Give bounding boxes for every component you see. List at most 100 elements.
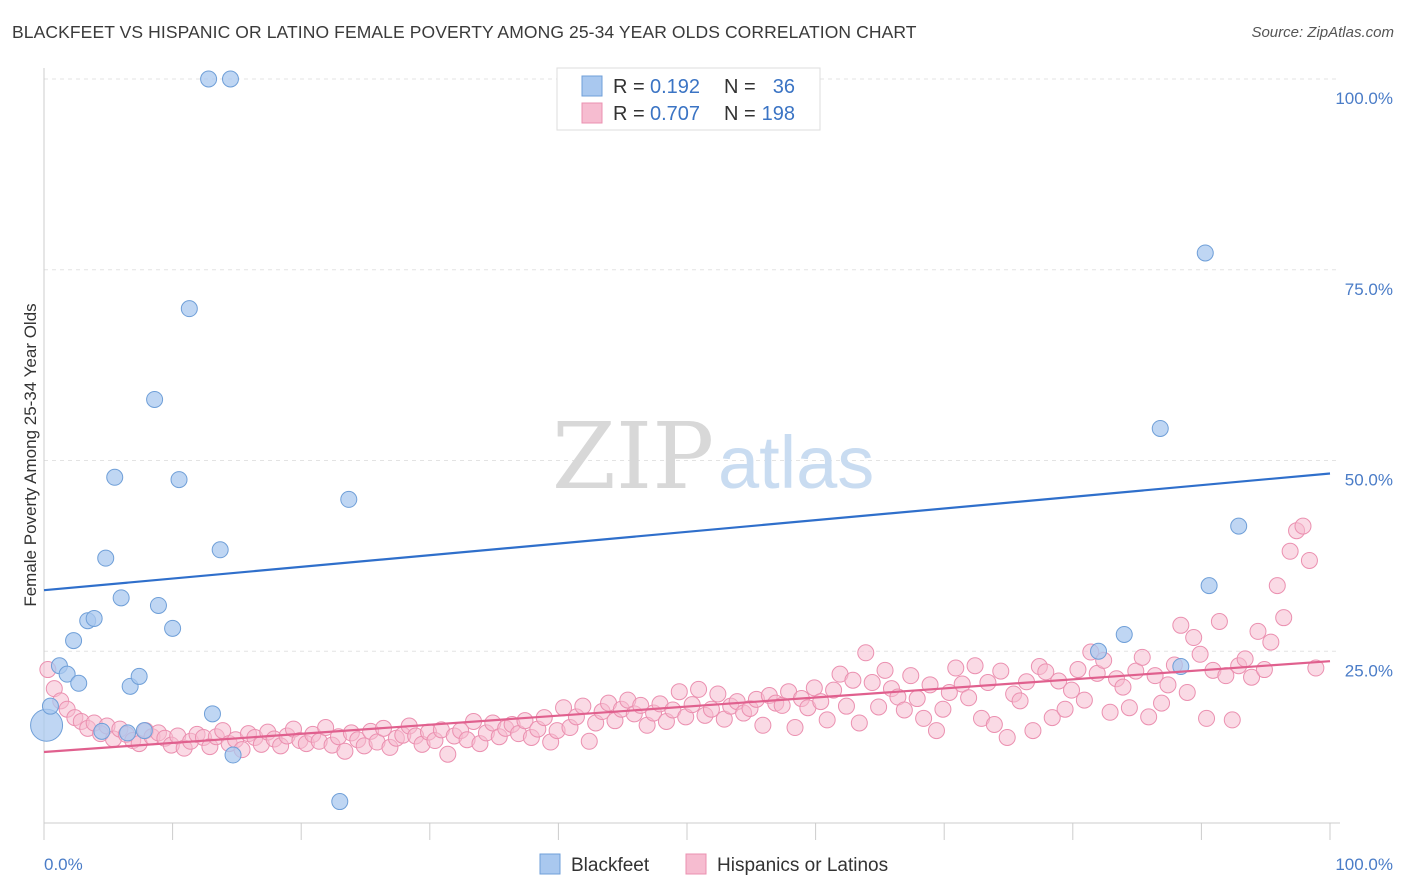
- hispanics-point-170: [1133, 648, 1151, 666]
- hispanics-point-124: [837, 697, 855, 715]
- blackfeet-point-12: [119, 724, 137, 742]
- hispanics-point-149: [998, 728, 1016, 746]
- hispanics-point-159: [1063, 681, 1081, 699]
- blackfeet-point-27: [340, 490, 358, 508]
- hispanics-point-134: [902, 667, 920, 685]
- blackfeet-point-22: [203, 705, 221, 723]
- hispanics-point-174: [1159, 676, 1177, 694]
- blackfeet-point-34: [1200, 577, 1218, 595]
- series-hispanics-points: [39, 517, 1325, 763]
- hispanics-point-186: [1236, 650, 1254, 668]
- hispanics-point-98: [670, 683, 688, 701]
- hispanics-point-156: [1043, 709, 1061, 727]
- blackfeet-point-25: [224, 746, 242, 764]
- y-tick-label-3: 25.0%: [1345, 661, 1393, 680]
- x-tick-label-min: 0.0%: [44, 855, 83, 874]
- hispanics-point-176: [1172, 616, 1190, 634]
- hispanics-point-143: [960, 689, 978, 707]
- blackfeet-point-3: [58, 665, 76, 683]
- hispanics-point-158: [1056, 700, 1074, 718]
- hispanics-point-62: [439, 745, 457, 763]
- blackfeet-point-20: [180, 300, 198, 318]
- blackfeet-trend-line: [43, 472, 1331, 592]
- watermark-zip: ZIP: [552, 403, 714, 510]
- hispanics-point-133: [895, 701, 913, 719]
- hispanics-point-197: [1307, 659, 1325, 677]
- hispanics-point-148: [992, 662, 1010, 680]
- hispanics-point-126: [850, 714, 868, 732]
- hispanics-point-172: [1146, 667, 1164, 685]
- hispanics-point-196: [1300, 551, 1318, 569]
- y-tick-label-2: 50.0%: [1345, 471, 1393, 490]
- hispanics-point-128: [863, 674, 881, 692]
- hispanics-point-111: [754, 716, 772, 734]
- hispanics-point-178: [1185, 629, 1203, 647]
- hispanics-point-136: [915, 709, 933, 727]
- hispanics-point-171: [1140, 708, 1158, 726]
- hispanics-point-125: [844, 671, 862, 689]
- blackfeet-point-26: [331, 793, 349, 811]
- y-axis-label: Female Poverty Among 25-34 Year Olds: [21, 303, 40, 606]
- hispanics-point-195: [1294, 517, 1312, 535]
- hispanics-point-122: [825, 681, 843, 699]
- x-tick-marks: [43, 823, 1331, 840]
- legend-swatch-hispanics: [581, 102, 603, 124]
- bottom-legend-label-hispanics: Hispanics or Latinos: [717, 855, 888, 876]
- hispanics-point-151: [1011, 692, 1029, 710]
- hispanics-trend-line: [43, 660, 1331, 754]
- hispanics-point-173: [1153, 694, 1171, 712]
- watermark-atlas: atlas: [718, 421, 874, 504]
- blackfeet-point-7: [85, 609, 103, 627]
- hispanics-point-146: [979, 674, 997, 692]
- watermark: ZIP atlas: [552, 403, 874, 510]
- hispanics-point-153: [1024, 722, 1042, 740]
- blackfeet-point-33: [1196, 244, 1214, 262]
- chart-title: BLACKFEET VS HISPANIC OR LATINO FEMALE P…: [12, 22, 917, 42]
- blackfeet-point-30: [1115, 625, 1133, 643]
- trend-lines: [43, 472, 1331, 754]
- blackfeet-point-17: [149, 596, 167, 614]
- hispanics-point-182: [1210, 612, 1228, 630]
- blackfeet-point-24: [221, 70, 239, 88]
- blackfeet-point-16: [146, 390, 164, 408]
- hispanics-point-130: [876, 661, 894, 679]
- hispanics-point-114: [773, 696, 791, 714]
- blackfeet-point-10: [106, 468, 124, 486]
- y-tick-label-0: 100.0%: [1335, 89, 1393, 108]
- source-label: Source: ZipAtlas.com: [1251, 24, 1394, 41]
- hispanics-point-104: [709, 685, 727, 703]
- blackfeet-point-0: [30, 708, 64, 742]
- hispanics-point-167: [1114, 678, 1132, 696]
- series-legend: Blackfeet Hispanics or Latinos: [539, 853, 888, 876]
- y-tick-label-1: 75.0%: [1345, 280, 1393, 299]
- hispanics-point-161: [1075, 691, 1093, 709]
- legend-n-label-2: N =: [724, 103, 756, 125]
- hispanics-point-192: [1275, 609, 1293, 627]
- legend-r-label-2: R =: [613, 103, 645, 125]
- hispanics-point-139: [934, 700, 952, 718]
- hispanics-point-179: [1191, 645, 1209, 663]
- blackfeet-point-5: [70, 674, 88, 692]
- hispanics-point-46: [336, 742, 354, 760]
- axes: [43, 68, 1340, 824]
- hispanics-point-187: [1243, 668, 1261, 686]
- hispanics-point-141: [947, 659, 965, 677]
- hispanics-point-127: [857, 644, 875, 662]
- hispanics-point-129: [870, 698, 888, 716]
- blackfeet-point-8: [93, 722, 111, 740]
- legend-r-value-1: 0.192: [650, 76, 700, 98]
- hispanics-point-177: [1178, 683, 1196, 701]
- blackfeet-point-9: [97, 549, 115, 567]
- hispanics-point-100: [683, 696, 701, 714]
- hispanics-point-135: [908, 690, 926, 708]
- blackfeet-point-18: [164, 619, 182, 637]
- hispanics-point-116: [786, 719, 804, 737]
- hispanics-point-147: [985, 715, 1003, 733]
- hispanics-point-119: [805, 679, 823, 697]
- hispanics-point-193: [1281, 542, 1299, 560]
- blackfeet-point-23: [211, 541, 229, 559]
- blackfeet-point-1: [41, 697, 59, 715]
- hispanics-point-168: [1120, 699, 1138, 717]
- blackfeet-point-11: [112, 589, 130, 607]
